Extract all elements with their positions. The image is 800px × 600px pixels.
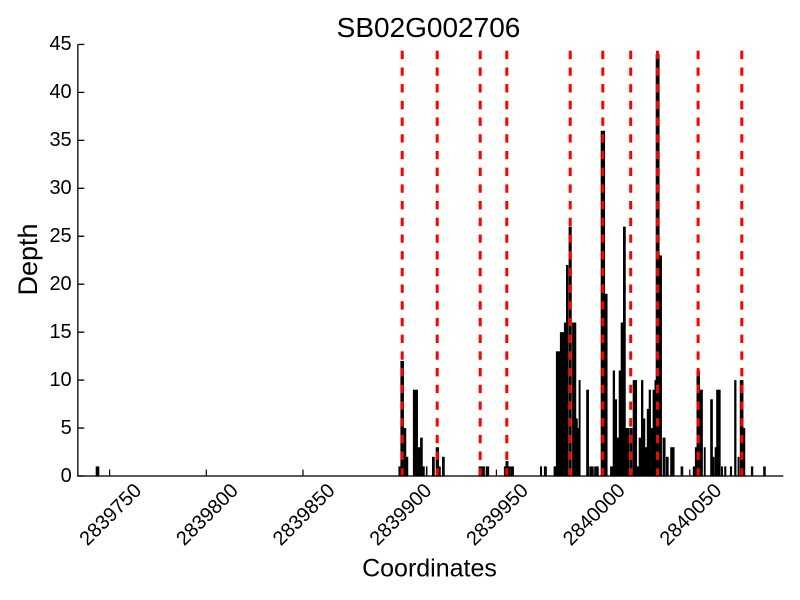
svg-text:Depth: Depth <box>13 223 43 295</box>
svg-text:2839850: 2839850 <box>269 480 340 551</box>
svg-text:40: 40 <box>49 81 71 103</box>
svg-text:2840000: 2840000 <box>559 480 630 551</box>
svg-text:2839950: 2839950 <box>462 480 533 551</box>
svg-text:45: 45 <box>49 33 71 55</box>
svg-text:2839900: 2839900 <box>366 480 437 551</box>
svg-text:25: 25 <box>49 225 71 247</box>
svg-text:35: 35 <box>49 129 71 151</box>
svg-text:SB02G002706: SB02G002706 <box>337 12 521 43</box>
svg-text:Coordinates: Coordinates <box>362 555 497 583</box>
svg-text:2840050: 2840050 <box>656 480 727 551</box>
svg-text:2839750: 2839750 <box>76 480 147 551</box>
svg-text:30: 30 <box>49 177 71 199</box>
svg-text:5: 5 <box>61 417 72 439</box>
svg-text:0: 0 <box>61 465 72 487</box>
svg-text:10: 10 <box>49 369 71 391</box>
svg-text:20: 20 <box>49 273 71 295</box>
svg-text:2839800: 2839800 <box>172 480 243 551</box>
svg-text:15: 15 <box>49 321 71 343</box>
